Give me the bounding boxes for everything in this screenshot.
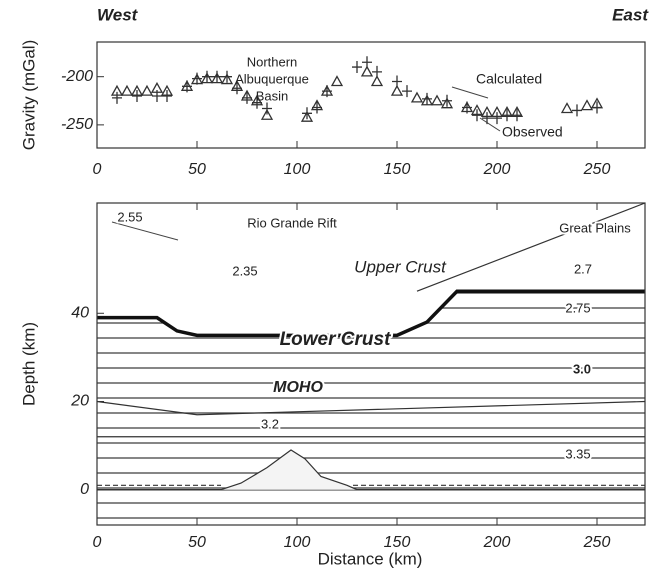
- observed-point: [252, 96, 262, 109]
- observed-point: [592, 101, 602, 114]
- x-tick-label: 150: [384, 161, 411, 178]
- observed-point: [352, 61, 362, 74]
- x-tick-label: 250: [583, 534, 611, 551]
- observed-point: [502, 109, 512, 122]
- observed-point: [362, 56, 372, 69]
- annotation: Northern: [247, 54, 298, 69]
- observed-point: [222, 70, 232, 83]
- y-axis-label: Depth (km): [19, 322, 38, 406]
- x-tick-label: 0: [93, 161, 102, 178]
- annotation: 3.35: [565, 446, 590, 461]
- observed-point: [132, 89, 142, 102]
- x-tick-label: 50: [188, 161, 206, 178]
- calculated-point: [360, 65, 374, 77]
- calculated-point: [580, 99, 594, 111]
- calculated-point: [370, 75, 384, 87]
- leader-line: [479, 117, 501, 132]
- annotation: West: [97, 5, 139, 24]
- calculated-point: [390, 84, 404, 96]
- observed-point: [572, 104, 582, 117]
- x-tick-label: 200: [483, 534, 511, 551]
- y-axis-label: Gravity (mGal): [19, 40, 38, 151]
- plot-frame: [96, 41, 646, 149]
- y-tick-label: 20: [70, 393, 89, 410]
- calculated-point: [560, 102, 574, 114]
- x-tick-label: 250: [583, 161, 611, 178]
- observed-point: [242, 91, 252, 104]
- observed-point: [232, 82, 242, 95]
- observed-point: [372, 65, 382, 78]
- annotation: Lower Crust: [280, 329, 392, 350]
- annotation: East: [612, 5, 649, 24]
- observed-point: [202, 70, 212, 83]
- x-tick-label: 150: [384, 534, 411, 551]
- annotation: 2.55: [117, 209, 142, 224]
- x-tick-label: 100: [284, 161, 311, 178]
- annotation: 2.75: [565, 300, 590, 315]
- annotation: Albuquerque: [235, 71, 309, 86]
- calculated-point: [440, 97, 454, 109]
- annotation: Rio Grande Rift: [247, 215, 337, 230]
- observed-point: [402, 85, 412, 98]
- observed-point: [182, 80, 192, 93]
- y-tick-label: -200: [61, 68, 93, 85]
- observed-point: [112, 91, 122, 104]
- annotation: MOHO: [273, 379, 323, 396]
- observed-point: [262, 102, 272, 115]
- observed-point: [152, 89, 162, 102]
- annotation: Great Plains: [559, 220, 631, 235]
- slab-line: [416, 202, 646, 292]
- observed-point: [442, 94, 452, 107]
- observed-point: [422, 92, 432, 105]
- observed-point: [212, 70, 222, 83]
- x-tick-label: 50: [188, 534, 206, 551]
- annotation: 2.35: [232, 263, 257, 278]
- annotation: 3.2: [261, 416, 279, 431]
- series-label: Calculated: [476, 71, 542, 87]
- observed-point: [482, 112, 492, 125]
- annotation: 3.0: [573, 361, 591, 376]
- y-tick-label: -250: [61, 116, 93, 133]
- mantle-fill: [97, 291, 645, 525]
- calculated-point: [330, 75, 344, 87]
- calculated-point: [300, 110, 314, 122]
- calculated-point: [430, 94, 444, 106]
- x-tick-label: 200: [483, 161, 511, 178]
- x-axis-label: Distance (km): [318, 549, 423, 568]
- rift-basin: [220, 449, 358, 491]
- y-tick-label: 40: [71, 304, 89, 321]
- observed-point: [322, 85, 332, 98]
- x-tick-label: 0: [93, 534, 102, 551]
- annotation: Basin: [256, 88, 289, 103]
- observed-point: [472, 109, 482, 122]
- leader-line: [451, 86, 489, 99]
- plot-frame: [96, 202, 646, 526]
- calculated-point: [220, 73, 234, 85]
- lower-crust-top: [96, 400, 646, 416]
- observed-point: [512, 109, 522, 122]
- annotation: Upper Crust: [354, 257, 447, 276]
- series-label: Observed: [502, 124, 563, 140]
- observed-point: [192, 72, 202, 85]
- calculated-point: [410, 91, 424, 103]
- observed-point: [492, 112, 502, 125]
- observed-point: [462, 101, 472, 114]
- calculated-point: [120, 84, 134, 96]
- observed-point: [162, 89, 172, 102]
- y-tick-label: 0: [80, 481, 89, 498]
- moho-line: [97, 289, 645, 338]
- leader-line: [111, 221, 179, 241]
- observed-point: [392, 75, 402, 88]
- x-tick-label: 100: [284, 534, 311, 551]
- calculated-point: [140, 84, 154, 96]
- annotation: 2.7: [574, 261, 592, 276]
- observed-point: [312, 101, 322, 114]
- calculated-point: [260, 108, 274, 120]
- observed-point: [302, 107, 312, 120]
